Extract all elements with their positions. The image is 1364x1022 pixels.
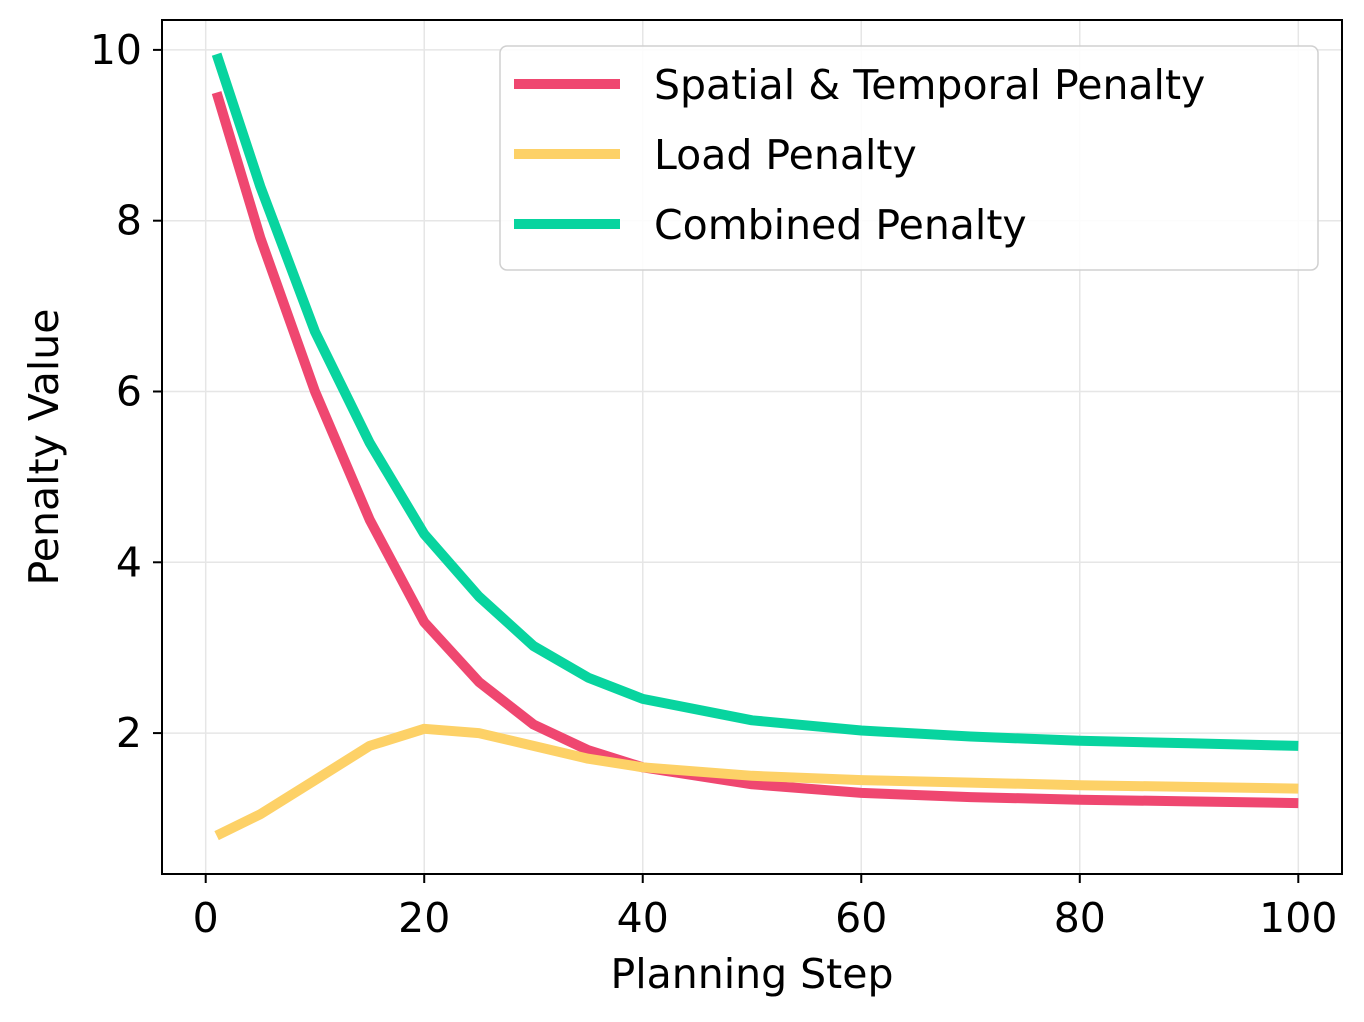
x-tick-label: 40 <box>617 894 669 942</box>
y-tick-label: 2 <box>116 709 142 757</box>
series-lines <box>211 52 1299 841</box>
x-axis-label: Planning Step <box>611 950 894 998</box>
legend-label: Spatial & Temporal Penalty <box>654 61 1205 109</box>
series-line-1 <box>211 91 1299 809</box>
series-line-3 <box>211 52 1299 751</box>
x-tick-label: 100 <box>1259 894 1337 942</box>
legend-label: Combined Penalty <box>654 201 1027 249</box>
x-tick-label: 80 <box>1054 894 1106 942</box>
y-axis-label: Penalty Value <box>20 309 68 586</box>
x-tick-label: 20 <box>398 894 450 942</box>
legend-label: Load Penalty <box>654 131 917 179</box>
legend: Spatial & Temporal Penalty Load Penalty Co… <box>499 45 1319 271</box>
axis-ticks: 0 20 40 60 80 100 2 4 6 8 10 <box>90 26 1338 942</box>
x-tick-label: 0 <box>193 894 219 942</box>
y-tick-label: 10 <box>90 26 142 74</box>
y-tick-label: 8 <box>116 197 142 245</box>
plot-frame <box>161 19 1343 875</box>
x-tick-label: 60 <box>835 894 887 942</box>
y-tick-label: 4 <box>116 538 142 586</box>
legend-box <box>499 45 1319 271</box>
series-line-2 <box>214 723 1299 841</box>
y-tick-label: 6 <box>116 367 142 415</box>
